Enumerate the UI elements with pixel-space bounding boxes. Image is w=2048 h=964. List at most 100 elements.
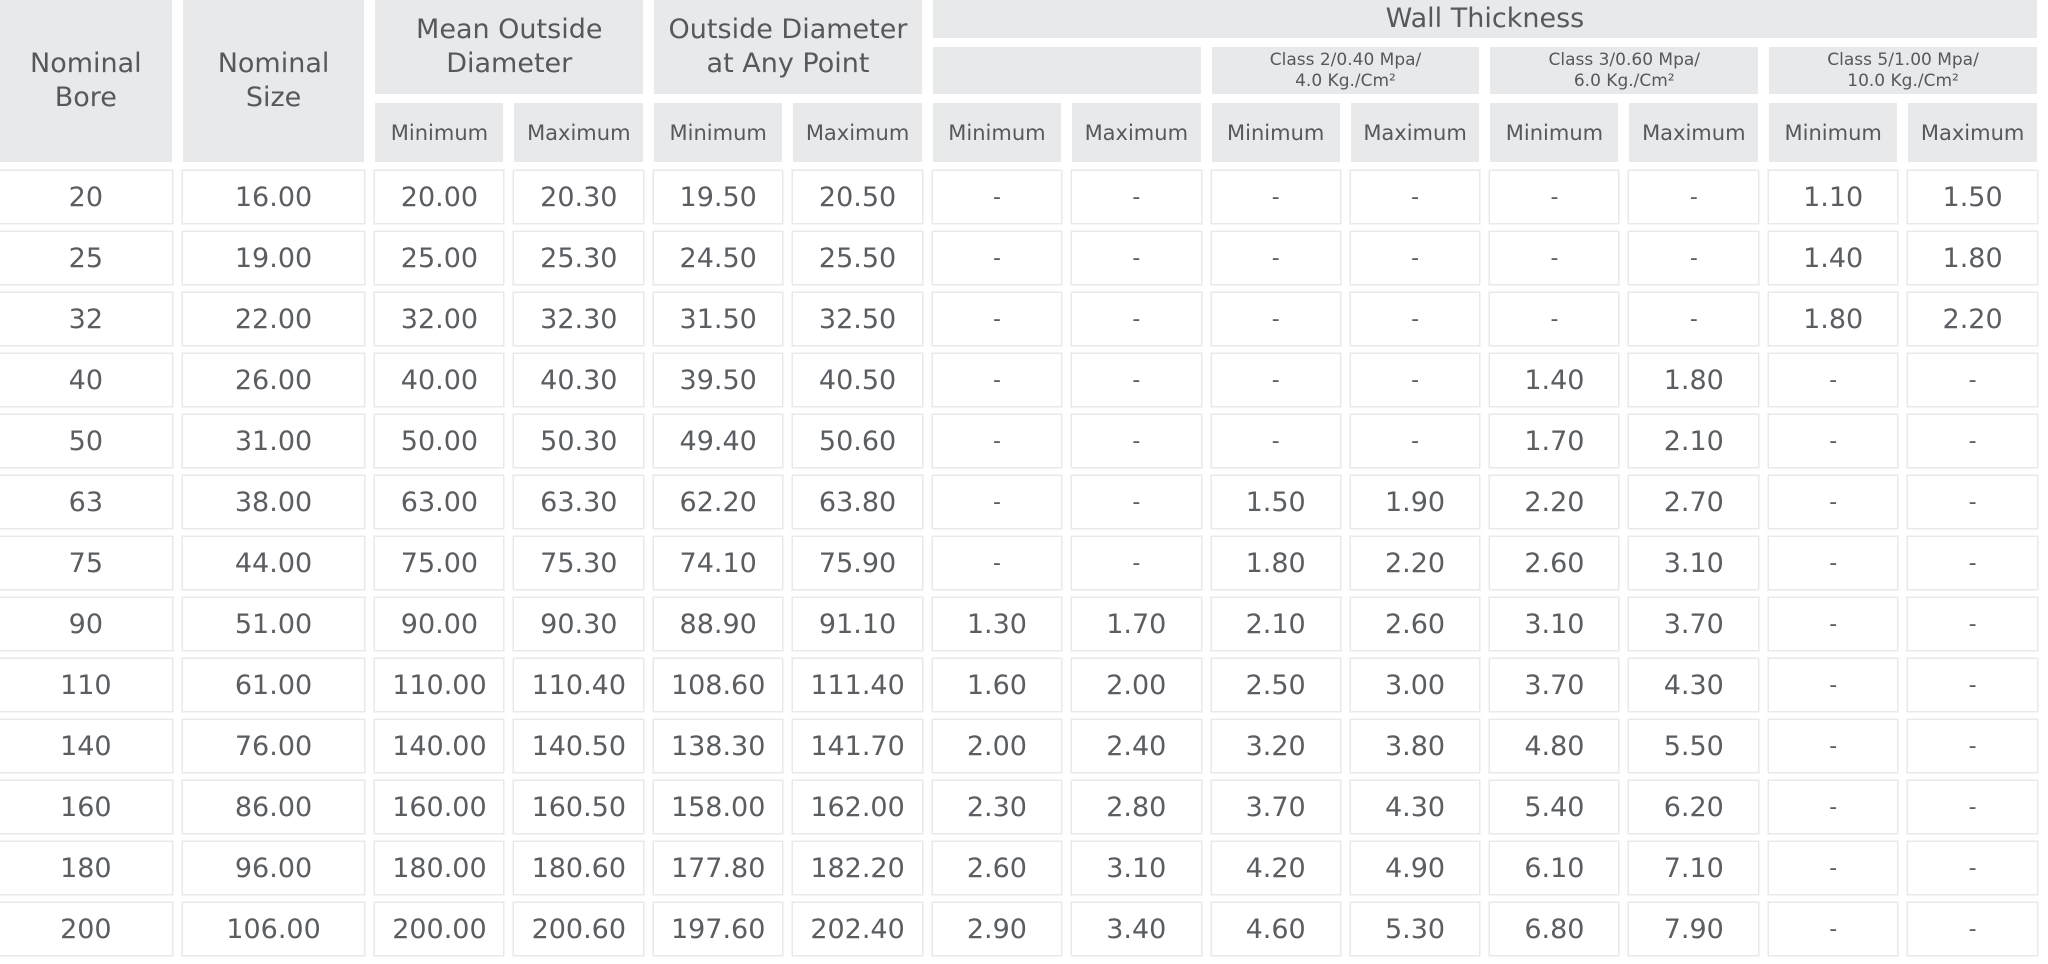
header-maximum: Maximum (514, 103, 644, 162)
table-cell: 96.00 (182, 842, 365, 894)
table-cell: 2.80 (1071, 781, 1201, 833)
table-cell: 160.00 (375, 781, 504, 833)
table-cell: - (1908, 537, 2037, 589)
table-cell: 2.10 (1629, 415, 1759, 467)
table-cell: 2.90 (932, 903, 1061, 955)
table-row: 200 106.00 200.00 200.60 197.60 202.40 2.90 3.4… (0, 903, 2037, 955)
table-cell: 1.40 (1769, 232, 1898, 284)
table-cell: - (1769, 415, 1898, 467)
table-cell: 180.00 (375, 842, 504, 894)
table-cell: 25.30 (514, 232, 644, 284)
header-minimum: Minimum (1211, 103, 1340, 162)
header-maximum: Maximum (1908, 103, 2037, 162)
table-cell: - (1071, 537, 1201, 589)
class-3-line1: Class 3/0.60 Mpa/ (1548, 49, 1701, 70)
table-cell: 2.30 (932, 781, 1061, 833)
table-cell: 90.30 (514, 598, 644, 650)
table-cell: 20.30 (514, 171, 644, 223)
table-cell: 49.40 (654, 415, 783, 467)
class-2-line2: 4.0 Kg./Cm² (1295, 70, 1396, 91)
table-cell: 39.50 (654, 354, 783, 406)
table-cell: - (1769, 476, 1898, 528)
table-cell: - (1908, 903, 2037, 955)
table-cell: 200.00 (375, 903, 504, 955)
table-cell: - (1350, 293, 1480, 345)
table-cell: 32.30 (514, 293, 644, 345)
table-cell: 2.60 (1490, 537, 1619, 589)
table-cell: 61.00 (182, 659, 365, 711)
table-cell: 50 (0, 415, 172, 467)
table-cell: 182.20 (793, 842, 922, 894)
table-cell: 162.00 (793, 781, 922, 833)
table-cell: 26.00 (182, 354, 365, 406)
table-cell: 3.10 (1071, 842, 1201, 894)
table-cell: 90.00 (375, 598, 504, 650)
table-cell: 19.00 (182, 232, 365, 284)
table-cell: 75.30 (514, 537, 644, 589)
table-row: 180 96.00 180.00 180.60 177.80 182.20 2.60 3.10… (0, 842, 2037, 894)
table-cell: 16.00 (182, 171, 365, 223)
header-maximum: Maximum (1350, 103, 1480, 162)
table-cell: - (932, 476, 1061, 528)
table-cell: 1.10 (1769, 171, 1898, 223)
table-cell: 25 (0, 232, 172, 284)
table-cell: 4.20 (1211, 842, 1340, 894)
table-cell: 31.50 (654, 293, 783, 345)
table-cell: - (932, 415, 1061, 467)
table-cell: - (1350, 354, 1480, 406)
table-cell: 180.60 (514, 842, 644, 894)
table-cell: - (932, 171, 1061, 223)
table-cell: 1.30 (932, 598, 1061, 650)
table-cell: - (1211, 415, 1340, 467)
table-cell: 200.60 (514, 903, 644, 955)
header-maximum: Maximum (1071, 103, 1201, 162)
table-cell: - (1490, 293, 1619, 345)
table-cell: 1.70 (1490, 415, 1619, 467)
table-cell: 160.50 (514, 781, 644, 833)
table-cell: 19.50 (654, 171, 783, 223)
table-cell: - (1211, 232, 1340, 284)
table-cell: 2.20 (1350, 537, 1480, 589)
table-row: 140 76.00 140.00 140.50 138.30 141.70 2.00 2.40… (0, 720, 2037, 772)
class-5-line2: 10.0 Kg./Cm² (1847, 70, 1959, 91)
table-cell: 22.00 (182, 293, 365, 345)
table-cell: 5.50 (1629, 720, 1759, 772)
table-cell: 88.90 (654, 598, 783, 650)
table-cell: - (1769, 537, 1898, 589)
header-nominal-bore: Nominal Bore (0, 0, 172, 162)
table-cell: 63.30 (514, 476, 644, 528)
table-cell: 110 (0, 659, 172, 711)
table-cell: 3.10 (1629, 537, 1759, 589)
table-row: 40 26.00 40.00 40.30 39.50 40.50- - - -1.40 1.80-… (0, 354, 2037, 406)
table-cell: 140.50 (514, 720, 644, 772)
table-cell: 2.00 (932, 720, 1061, 772)
table-cell: - (1629, 232, 1759, 284)
table-row: 110 61.00 110.00 110.40 108.60 111.40 1.60 2.00… (0, 659, 2037, 711)
table-cell: 50.00 (375, 415, 504, 467)
table-cell: 91.10 (793, 598, 922, 650)
table-cell: 1.70 (1071, 598, 1201, 650)
table-body: 20 16.00 20.00 20.30 19.50 20.50- - - - - -1.10 1.5… (0, 171, 2037, 955)
table-cell: 3.70 (1490, 659, 1619, 711)
table-cell: - (1908, 476, 2037, 528)
table-row: 160 86.00 160.00 160.50 158.00 162.00 2.30 2.80… (0, 781, 2037, 833)
table-cell: 3.10 (1490, 598, 1619, 650)
table-cell: 40.50 (793, 354, 922, 406)
table-cell: 40.00 (375, 354, 504, 406)
table-cell: 44.00 (182, 537, 365, 589)
header-minimum: Minimum (1769, 103, 1898, 162)
table-cell: 158.00 (654, 781, 783, 833)
table-cell: 180 (0, 842, 172, 894)
table-cell: 4.30 (1350, 781, 1480, 833)
header-minimum: Minimum (654, 103, 783, 162)
table-cell: 25.50 (793, 232, 922, 284)
table-cell: - (1769, 354, 1898, 406)
table-cell: 3.70 (1629, 598, 1759, 650)
table-cell: 75.00 (375, 537, 504, 589)
table-cell: - (1490, 171, 1619, 223)
table-cell: 75.90 (793, 537, 922, 589)
table-cell: - (1071, 171, 1201, 223)
table-cell: - (1769, 598, 1898, 650)
table-cell: 20 (0, 171, 172, 223)
table-cell: 40.30 (514, 354, 644, 406)
